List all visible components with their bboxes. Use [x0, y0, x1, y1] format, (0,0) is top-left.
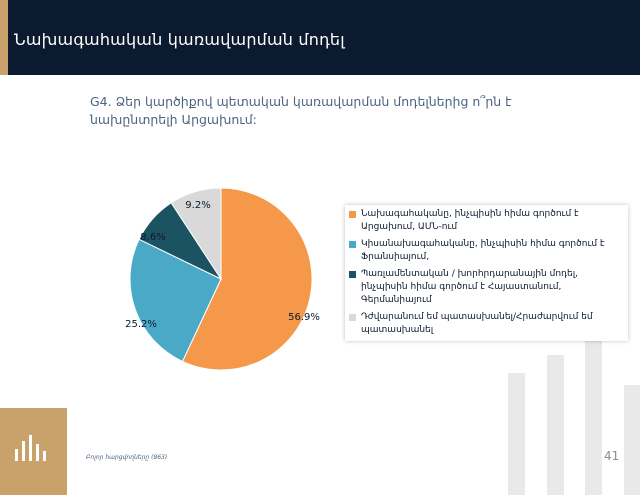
legend-label: Դժվարանում եմ պատասխանել/Հրաժարվում եմ պ…: [361, 312, 593, 335]
page-number: 41: [604, 449, 620, 463]
legend-swatch: [349, 271, 356, 278]
decorative-bar: [508, 373, 525, 495]
decorative-bar: [547, 355, 564, 495]
legend-item: Պառլամենտական / խորհրդարանային մոդել, ին…: [349, 268, 624, 307]
legend-swatch: [349, 314, 356, 321]
legend-item: Դժվարանում եմ պատասխանել/Հրաժարվում եմ պ…: [349, 311, 624, 337]
legend-label: Նախագահականը, ինչպիսին հիմա գործում է Ար…: [361, 209, 579, 232]
data-label: 25.2%: [125, 319, 157, 330]
header-accent: [0, 0, 8, 75]
page-title: Նախագահական կառավարման մոդել: [14, 30, 345, 49]
decorative-bar: [585, 337, 602, 495]
bar-chart-logo-icon: [15, 435, 46, 461]
legend-label: Կիսանախագահականը, ինչպիսին հիմա գործում …: [361, 239, 605, 262]
legend-swatch: [349, 211, 356, 218]
decorative-bar: [624, 385, 640, 495]
source-note: Բոլոր հարցվողները (863): [86, 454, 168, 461]
legend-swatch: [349, 241, 356, 248]
legend-label: Պառլամենտական / խորհրդարանային մոդել, ին…: [361, 269, 578, 305]
chart-legend: Նախագահականը, ինչպիսին հիմա գործում է Ար…: [345, 205, 628, 341]
legend-item: Նախագահականը, ինչպիսին հիմա գործում է Ար…: [349, 208, 624, 234]
header-bar: Նախագահական կառավարման մոդել: [0, 0, 640, 75]
question-text: G4. Ձեր կարծիքով պետական կառավարման մոդե…: [90, 94, 512, 127]
data-label: 8.6%: [140, 232, 165, 243]
data-label: 56.9%: [288, 312, 320, 323]
legend-item: Կիսանախագահականը, ինչպիսին հիմա գործում …: [349, 238, 624, 264]
slice-presidential: [181, 187, 313, 371]
slice-hard-to-answer: [170, 187, 222, 281]
footer-logo-box: [0, 408, 67, 495]
slice-semi-presidential: [129, 238, 222, 363]
data-label: 9.2%: [185, 200, 210, 211]
